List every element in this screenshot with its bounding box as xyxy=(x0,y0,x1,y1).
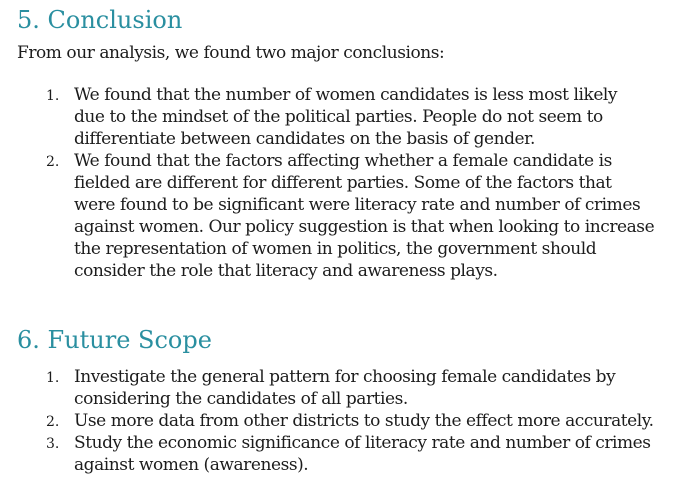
list-item: 3. Study the economic significance of li… xyxy=(0,432,654,476)
list-item-line: We found that the factors affecting whet… xyxy=(74,151,612,171)
list-item-line: Investigate the general pattern for choo… xyxy=(74,367,616,387)
list-item-line: against women (awareness). xyxy=(74,455,309,475)
section-heading-conclusion: 5. Conclusion xyxy=(17,6,183,34)
list-item-line: Use more data from other districts to st… xyxy=(74,411,654,431)
section-heading-future-scope: 6. Future Scope xyxy=(17,326,212,354)
list-item-line: We found that the number of women candid… xyxy=(74,85,618,105)
list-item-line: consider the role that literacy and awar… xyxy=(74,261,498,281)
list-item-line: Study the economic significance of liter… xyxy=(74,433,651,453)
list-item-line: differentiate between candidates on the … xyxy=(74,129,535,149)
list-item-line: were found to be significant were litera… xyxy=(74,195,641,215)
future-scope-list: 1. Investigate the general pattern for c… xyxy=(0,366,654,476)
conclusion-intro: From our analysis, we found two major co… xyxy=(17,43,445,63)
list-item: 1. We found that the number of women can… xyxy=(0,84,654,150)
list-item: 2. We found that the factors affecting w… xyxy=(0,150,655,282)
list-item-line: against women. Our policy suggestion is … xyxy=(74,217,655,237)
list-item-number: 2. xyxy=(46,414,60,430)
list-item-number: 1. xyxy=(46,88,60,104)
conclusion-list: 1. We found that the number of women can… xyxy=(0,84,655,282)
list-item-number: 3. xyxy=(46,436,60,452)
list-item-line: the representation of women in politics,… xyxy=(74,239,597,259)
list-item: 2. Use more data from other districts to… xyxy=(0,410,654,432)
list-item-line: considering the candidates of all partie… xyxy=(74,389,408,409)
list-item-number: 2. xyxy=(46,154,60,170)
list-item-line: fielded are different for different part… xyxy=(74,173,612,193)
list-item: 1. Investigate the general pattern for c… xyxy=(0,366,654,410)
list-item-number: 1. xyxy=(46,370,60,386)
list-item-line: due to the mindset of the political part… xyxy=(74,107,603,127)
